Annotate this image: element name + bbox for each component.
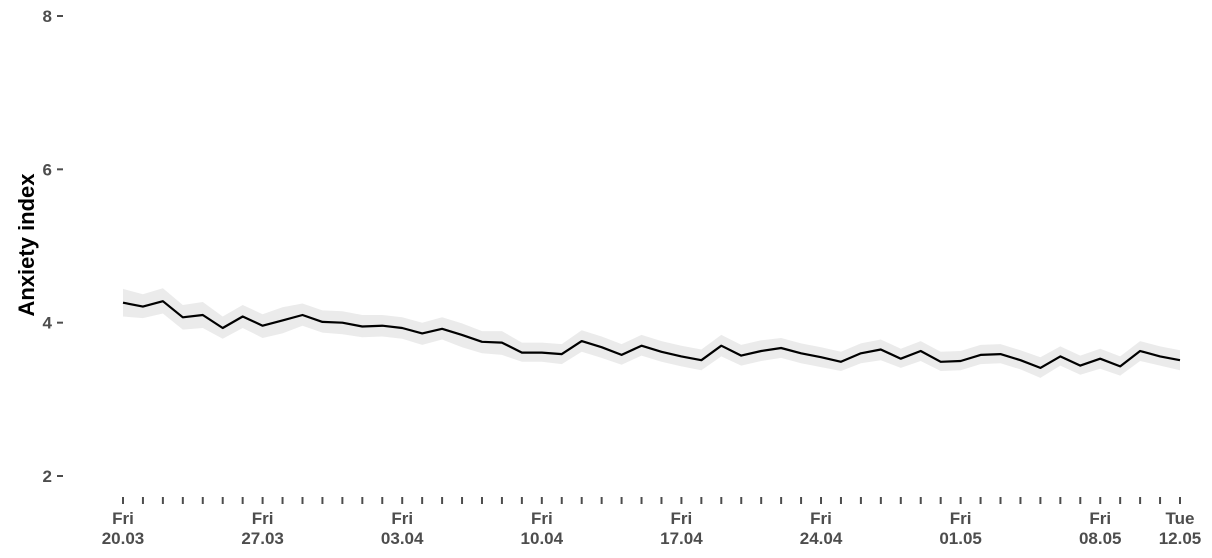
x-tick-day: Tue	[1166, 509, 1195, 528]
y-tick-label: 6	[43, 160, 52, 179]
x-tick-label: Fri 03.04	[381, 509, 424, 548]
y-tick-label: 4	[43, 314, 53, 333]
x-tick-date: 20.03	[102, 529, 145, 548]
x-tick-day: Fri	[1089, 509, 1111, 528]
x-tick-day: Fri	[252, 509, 274, 528]
x-tick-label: Fri 27.03	[241, 509, 284, 548]
x-tick-day: Fri	[671, 509, 693, 528]
x-tick-date: 17.04	[660, 529, 703, 548]
x-tick-label: Fri 20.03	[102, 509, 145, 548]
confidence-band	[123, 288, 1180, 378]
x-tick-day: Fri	[950, 509, 972, 528]
x-tick-label: Fri 08.05	[1079, 509, 1122, 548]
x-tick-label: Fri 01.05	[939, 509, 982, 548]
x-tick-day: Fri	[391, 509, 413, 528]
x-tick-label: Fri 24.04	[800, 509, 843, 548]
x-tick-day: Fri	[810, 509, 832, 528]
x-tick-day: Fri	[531, 509, 553, 528]
x-tick-label: Fri 17.04	[660, 509, 703, 548]
x-tick-label: Tue 12.05	[1159, 509, 1202, 548]
x-tick-date: 27.03	[241, 529, 284, 548]
x-tick-date: 12.05	[1159, 529, 1202, 548]
series-line	[122, 300, 1181, 369]
y-tick-label: 2	[43, 467, 52, 486]
x-tick-label: Fri 10.04	[521, 509, 564, 548]
x-tick-date: 08.05	[1079, 529, 1122, 548]
y-axis: 2 4 6 8	[43, 7, 63, 486]
x-tick-date: 03.04	[381, 529, 424, 548]
y-tick-label: 8	[43, 7, 52, 26]
x-tick-date: 10.04	[521, 529, 564, 548]
x-tick-date: 24.04	[800, 529, 843, 548]
y-axis-label: Anxiety index	[14, 173, 39, 317]
x-tick-day: Fri	[112, 509, 134, 528]
confidence-band-layer	[123, 288, 1180, 378]
x-tick-date: 01.05	[939, 529, 982, 548]
series-line-layer	[122, 300, 1181, 369]
